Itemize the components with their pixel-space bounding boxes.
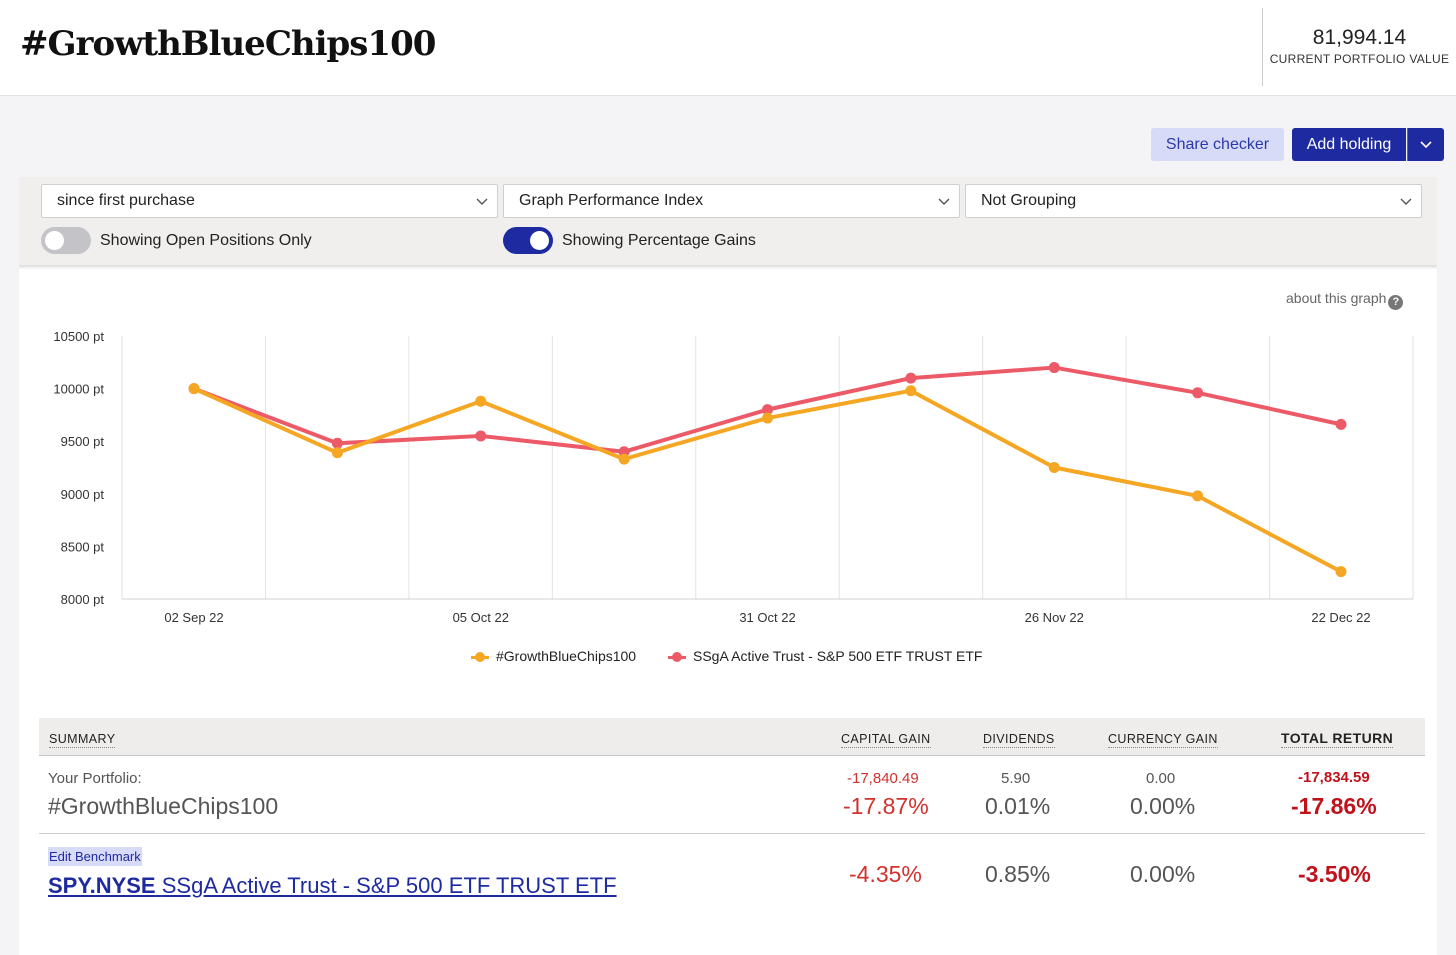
performance-chart: 10500 pt 10000 pt 9500 pt 9000 pt 8500 pt 800… [53, 329, 1414, 625]
about-graph-link[interactable]: about this graph? [1286, 290, 1404, 310]
portfolio-value: 81,994.14 [1312, 26, 1407, 49]
chevron-down-icon [938, 198, 950, 205]
x-tick-label: 05 Oct 22 [453, 610, 509, 625]
chevron-down-icon [1420, 141, 1432, 148]
summary-header: SUMMARY [49, 732, 116, 748]
y-tick-label: 8000 pt [61, 592, 105, 607]
performance-chart-panel: about this graph? 10500 pt 10000 pt 9500 p… [19, 269, 1437, 689]
about-graph-label: about this graph [1286, 290, 1387, 306]
period-select-value: since first purchase [57, 192, 195, 209]
legend-item-benchmark[interactable]: SSgA Active Trust - S&P 500 ETF TRUST ET… [668, 648, 982, 664]
benchmark-data-point [762, 404, 773, 416]
percentage-gains-toggle[interactable] [503, 227, 553, 254]
open-positions-label: Showing Open Positions Only [100, 232, 312, 249]
x-tick-label: 26 Nov 22 [1025, 610, 1084, 625]
portfolio-data-point [475, 395, 487, 407]
y-tick-label: 10500 pt [53, 329, 104, 344]
legend-portfolio-swatch [471, 651, 489, 662]
portfolio-value-label: CURRENT PORTFOLIO VALUE [1269, 52, 1450, 66]
share-checker-button[interactable]: Share checker [1151, 128, 1284, 161]
y-tick-label: 9500 pt [61, 434, 105, 449]
legend-benchmark-swatch [668, 651, 686, 662]
benchmark-data-point [1335, 418, 1347, 430]
period-select[interactable]: since first purchase [41, 184, 498, 218]
total-return-header: TOTAL RETURN [1281, 730, 1394, 748]
portfolio-data-point [905, 385, 917, 397]
edit-benchmark-button[interactable]: Edit Benchmark [48, 847, 142, 866]
benchmark-data-point [905, 372, 917, 384]
dividends-value: 5.90 [1001, 770, 1031, 787]
portfolio-data-point [188, 383, 200, 395]
total-return-value: -17,834.59 [1298, 769, 1370, 786]
grouping-select-value: Not Grouping [981, 192, 1077, 209]
portfolio-data-point [331, 447, 343, 459]
summary-header-row: SUMMARY CAPITAL GAIN DIVIDENDS CURRENCY … [39, 718, 1425, 756]
y-tick-label: 9000 pt [61, 487, 105, 502]
y-tick-label: 10000 pt [53, 382, 104, 397]
toggle-knob [45, 231, 64, 250]
page-title: #GrowthBlueChips100 [20, 24, 436, 64]
toggle-knob [530, 231, 549, 250]
add-holding-dropdown-button[interactable] [1407, 128, 1444, 161]
benchmark-dividends-percent: 0.85% [985, 861, 1051, 887]
benchmark-data-point [331, 437, 343, 449]
summary-panel: SUMMARY CAPITAL GAIN DIVIDENDS CURRENCY … [19, 689, 1437, 955]
grouping-select[interactable]: Not Grouping [965, 184, 1422, 218]
x-tick-label: 22 Dec 22 [1311, 610, 1370, 625]
benchmark-currency-gain-percent: 0.00% [1130, 861, 1196, 887]
graph-type-select[interactable]: Graph Performance Index [503, 184, 960, 218]
legend-benchmark-label: SSgA Active Trust - S&P 500 ETF TRUST ET… [693, 648, 983, 664]
benchmark-capital-gain-percent: -4.35% [849, 861, 922, 887]
portfolio-data-point [1335, 566, 1347, 578]
benchmark-link[interactable]: SPY.NYSE SSgA Active Trust - S&P 500 ETF… [48, 873, 617, 899]
portfolio-value-box: 81,994.14 CURRENT PORTFOLIO VALUE [1262, 8, 1456, 86]
help-icon: ? [1388, 295, 1404, 310]
capital-gain-value: -17,840.49 [847, 770, 919, 787]
percentage-gains-label: Showing Percentage Gains [562, 232, 756, 249]
add-holding-button[interactable]: Add holding [1292, 128, 1406, 161]
open-positions-toggle[interactable] [41, 227, 91, 254]
dividends-header: DIVIDENDS [983, 732, 1055, 748]
portfolio-row-label: Your Portfolio: [48, 770, 142, 787]
row-divider [39, 833, 1425, 834]
portfolio-data-point [1048, 462, 1060, 473]
benchmark-data-point [1048, 362, 1060, 374]
capital-gain-percent: -17.87% [843, 793, 929, 819]
x-tick-label: 02 Sep 22 [164, 610, 223, 625]
capital-gain-header: CAPITAL GAIN [841, 732, 931, 748]
total-return-percent: -17.86% [1291, 793, 1377, 819]
dividends-percent: 0.01% [985, 793, 1051, 819]
chevron-down-icon [1400, 198, 1412, 205]
chevron-down-icon [476, 198, 488, 205]
legend-item-portfolio[interactable]: #GrowthBlueChips100 [471, 648, 636, 664]
currency-gain-percent: 0.00% [1130, 793, 1196, 819]
benchmark-data-point [1192, 387, 1204, 399]
graph-controls: since first purchase Graph Performance I… [19, 177, 1437, 267]
page-header: #GrowthBlueChips100 81,994.14 CURRENT PO… [0, 0, 1456, 96]
benchmark-data-point [475, 430, 487, 442]
graph-type-select-value: Graph Performance Index [519, 192, 704, 209]
portfolio-data-point [618, 453, 630, 465]
legend-portfolio-label: #GrowthBlueChips100 [496, 648, 637, 664]
currency-gain-header: CURRENCY GAIN [1108, 732, 1218, 748]
portfolio-data-point [1192, 490, 1204, 502]
x-tick-label: 31 Oct 22 [739, 610, 795, 625]
portfolio-row-name: #GrowthBlueChips100 [48, 793, 279, 819]
benchmark-total-return-percent: -3.50% [1298, 861, 1371, 887]
currency-gain-value: 0.00 [1146, 770, 1176, 787]
portfolio-data-point [762, 412, 773, 424]
benchmark-name: SSgA Active Trust - S&P 500 ETF TRUST ET… [161, 873, 617, 898]
benchmark-ticker: SPY.NYSE [48, 873, 156, 898]
y-tick-label: 8500 pt [61, 539, 105, 554]
